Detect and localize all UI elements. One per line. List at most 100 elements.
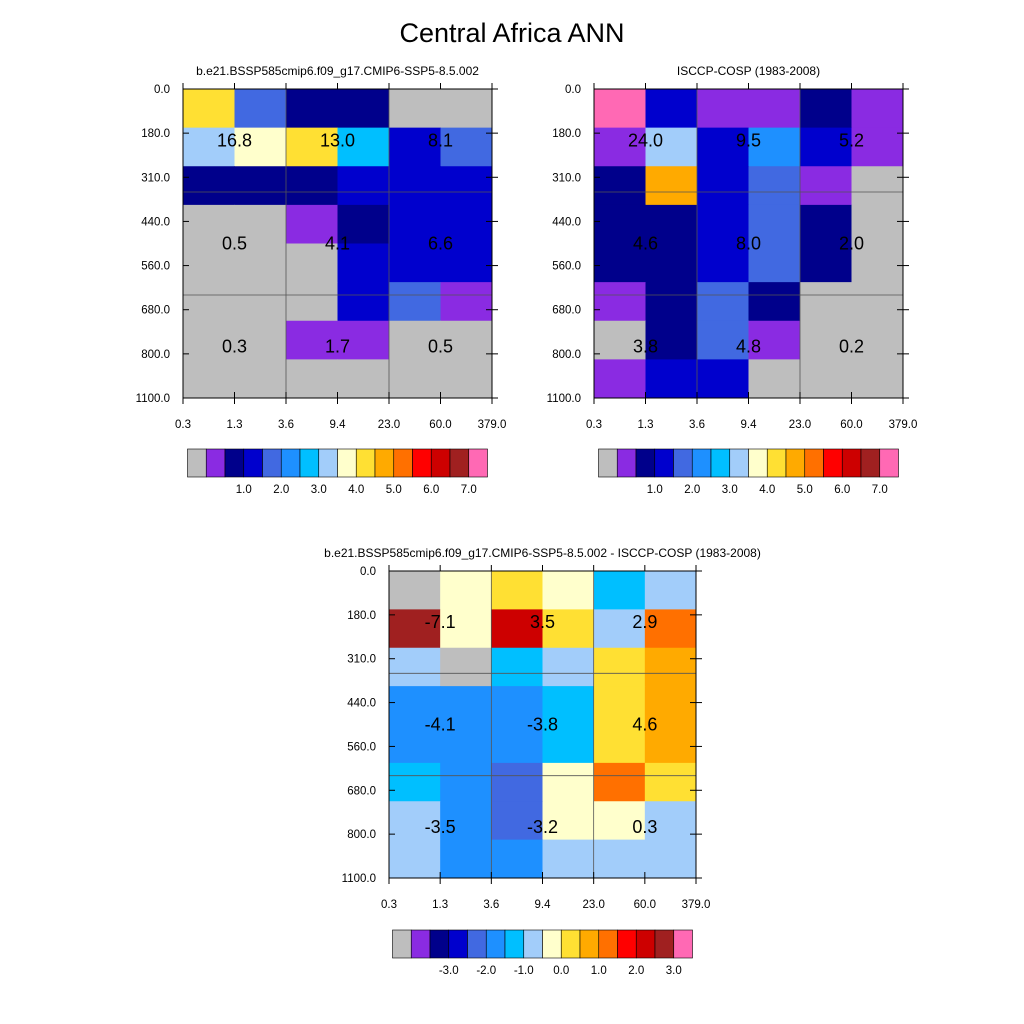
heatmap-cell bbox=[337, 127, 390, 167]
colorbar-tick-label: 2.0 bbox=[273, 484, 289, 496]
heatmap-cell bbox=[389, 571, 441, 610]
heatmap-cell bbox=[234, 282, 287, 322]
heatmap-cell bbox=[851, 166, 904, 206]
heatmap-cell bbox=[183, 243, 235, 283]
x-tick-label: 0.3 bbox=[586, 419, 602, 431]
x-tick-label: 0.3 bbox=[175, 419, 191, 431]
y-tick-label: 0.0 bbox=[154, 84, 170, 96]
heatmap-cell bbox=[644, 609, 697, 649]
y-tick-label: 560.0 bbox=[552, 261, 581, 273]
cell-value-label: -4.1 bbox=[425, 715, 456, 735]
x-tick-label: 1.3 bbox=[227, 419, 243, 431]
colorbar-tick-label: 1.0 bbox=[236, 484, 252, 496]
colorbar-swatch bbox=[542, 929, 562, 959]
heatmap-cell bbox=[337, 89, 390, 129]
colorbar-tick-label: 6.0 bbox=[834, 484, 850, 496]
y-tick-label: 310.0 bbox=[347, 654, 376, 666]
heatmap-cell bbox=[594, 320, 646, 360]
heatmap-cell bbox=[440, 686, 492, 726]
heatmap-cell bbox=[286, 282, 338, 322]
colorbar-swatch bbox=[654, 448, 674, 478]
heatmap-cell bbox=[389, 686, 441, 726]
y-tick-label: 680.0 bbox=[347, 785, 376, 797]
x-tick-label: 3.6 bbox=[278, 419, 294, 431]
heatmap-cell bbox=[234, 89, 287, 129]
heatmap-cell bbox=[337, 166, 390, 206]
colorbar-swatch bbox=[560, 929, 581, 959]
heatmap-cell bbox=[389, 839, 441, 879]
colorbar-swatch bbox=[879, 448, 899, 478]
heatmap-cell bbox=[542, 609, 595, 649]
heatmap-cell bbox=[593, 647, 646, 687]
heatmap-cell bbox=[594, 204, 646, 245]
cell-value-label: 5.2 bbox=[839, 131, 864, 151]
heatmap-cell bbox=[594, 243, 646, 283]
colorbar-swatch bbox=[243, 448, 263, 478]
colorbar-tick-label: 5.0 bbox=[797, 484, 813, 496]
colorbar-swatch bbox=[579, 929, 600, 959]
heatmap-cell bbox=[593, 839, 646, 879]
colorbar-swatch bbox=[860, 448, 881, 478]
heatmap-cell bbox=[645, 166, 698, 206]
colorbar-swatch bbox=[691, 448, 712, 478]
colorbar-swatch bbox=[504, 929, 525, 959]
heatmap-cell bbox=[286, 243, 338, 283]
heatmap-cell bbox=[593, 686, 646, 726]
heatmap-cell bbox=[697, 359, 749, 399]
colorbar-swatch bbox=[841, 448, 862, 478]
x-tick-label: 0.3 bbox=[381, 899, 397, 911]
heatmap-cell bbox=[440, 571, 492, 610]
y-tick-label: 1100.0 bbox=[547, 393, 581, 405]
colorbar-swatch bbox=[187, 448, 207, 478]
heatmap-cell bbox=[644, 762, 697, 802]
heatmap-cell bbox=[697, 89, 749, 129]
heatmap-cell bbox=[440, 724, 492, 764]
heatmap-cell bbox=[440, 762, 492, 802]
y-tick-label: 560.0 bbox=[141, 261, 170, 273]
heatmap-cell bbox=[389, 762, 441, 802]
x-tick-label: 9.4 bbox=[535, 899, 552, 911]
colorbar-swatch bbox=[729, 448, 749, 478]
heatmap-cell bbox=[440, 89, 493, 129]
heatmap-cell bbox=[337, 243, 390, 283]
colorbar-tick-label: 2.0 bbox=[684, 484, 700, 496]
heatmap-cell bbox=[645, 243, 698, 283]
heatmap-cell bbox=[800, 359, 852, 399]
heatmap-cell bbox=[748, 166, 801, 206]
heatmap-cell bbox=[234, 320, 287, 360]
cell-value-label: -3.8 bbox=[527, 715, 558, 735]
heatmap-cell bbox=[491, 724, 543, 764]
colorbar-swatch bbox=[748, 448, 768, 478]
cell-value-label: 4.8 bbox=[736, 337, 761, 357]
heatmap-cell bbox=[389, 282, 441, 322]
heatmap-cell bbox=[389, 204, 441, 245]
heatmap-cell bbox=[851, 204, 904, 245]
heatmap-cell bbox=[800, 127, 852, 167]
y-tick-label: 180.0 bbox=[141, 128, 170, 140]
x-tick-label: 60.0 bbox=[429, 419, 451, 431]
colorbar-tick-label: 5.0 bbox=[386, 484, 402, 496]
y-tick-label: 800.0 bbox=[347, 829, 376, 841]
colorbar-swatch bbox=[785, 448, 806, 478]
heatmap-cell bbox=[491, 839, 543, 879]
x-tick-label: 1.3 bbox=[638, 419, 654, 431]
cell-value-label: 0.5 bbox=[428, 337, 453, 357]
heatmap-cell bbox=[234, 204, 287, 245]
heatmap-cell bbox=[594, 89, 646, 129]
colorbar-tick-label: 3.0 bbox=[722, 484, 738, 496]
heatmap-cell bbox=[286, 166, 338, 206]
colorbar-tick-label: 2.0 bbox=[628, 965, 644, 977]
cell-value-label: 0.3 bbox=[632, 817, 657, 837]
heatmap-cell bbox=[593, 724, 646, 764]
heatmap-cell bbox=[440, 243, 493, 283]
heatmap-cell bbox=[748, 282, 801, 322]
heatmap-cell bbox=[440, 359, 493, 399]
heatmap-cell bbox=[183, 320, 235, 360]
heatmap-cell bbox=[389, 166, 441, 206]
heatmap-cell bbox=[748, 243, 801, 283]
heatmap-cell bbox=[593, 801, 646, 841]
cell-value-label: 0.2 bbox=[839, 337, 864, 357]
heatmap-cell bbox=[286, 89, 338, 129]
x-tick-label: 3.6 bbox=[689, 419, 705, 431]
x-tick-label: 379.0 bbox=[478, 419, 507, 431]
